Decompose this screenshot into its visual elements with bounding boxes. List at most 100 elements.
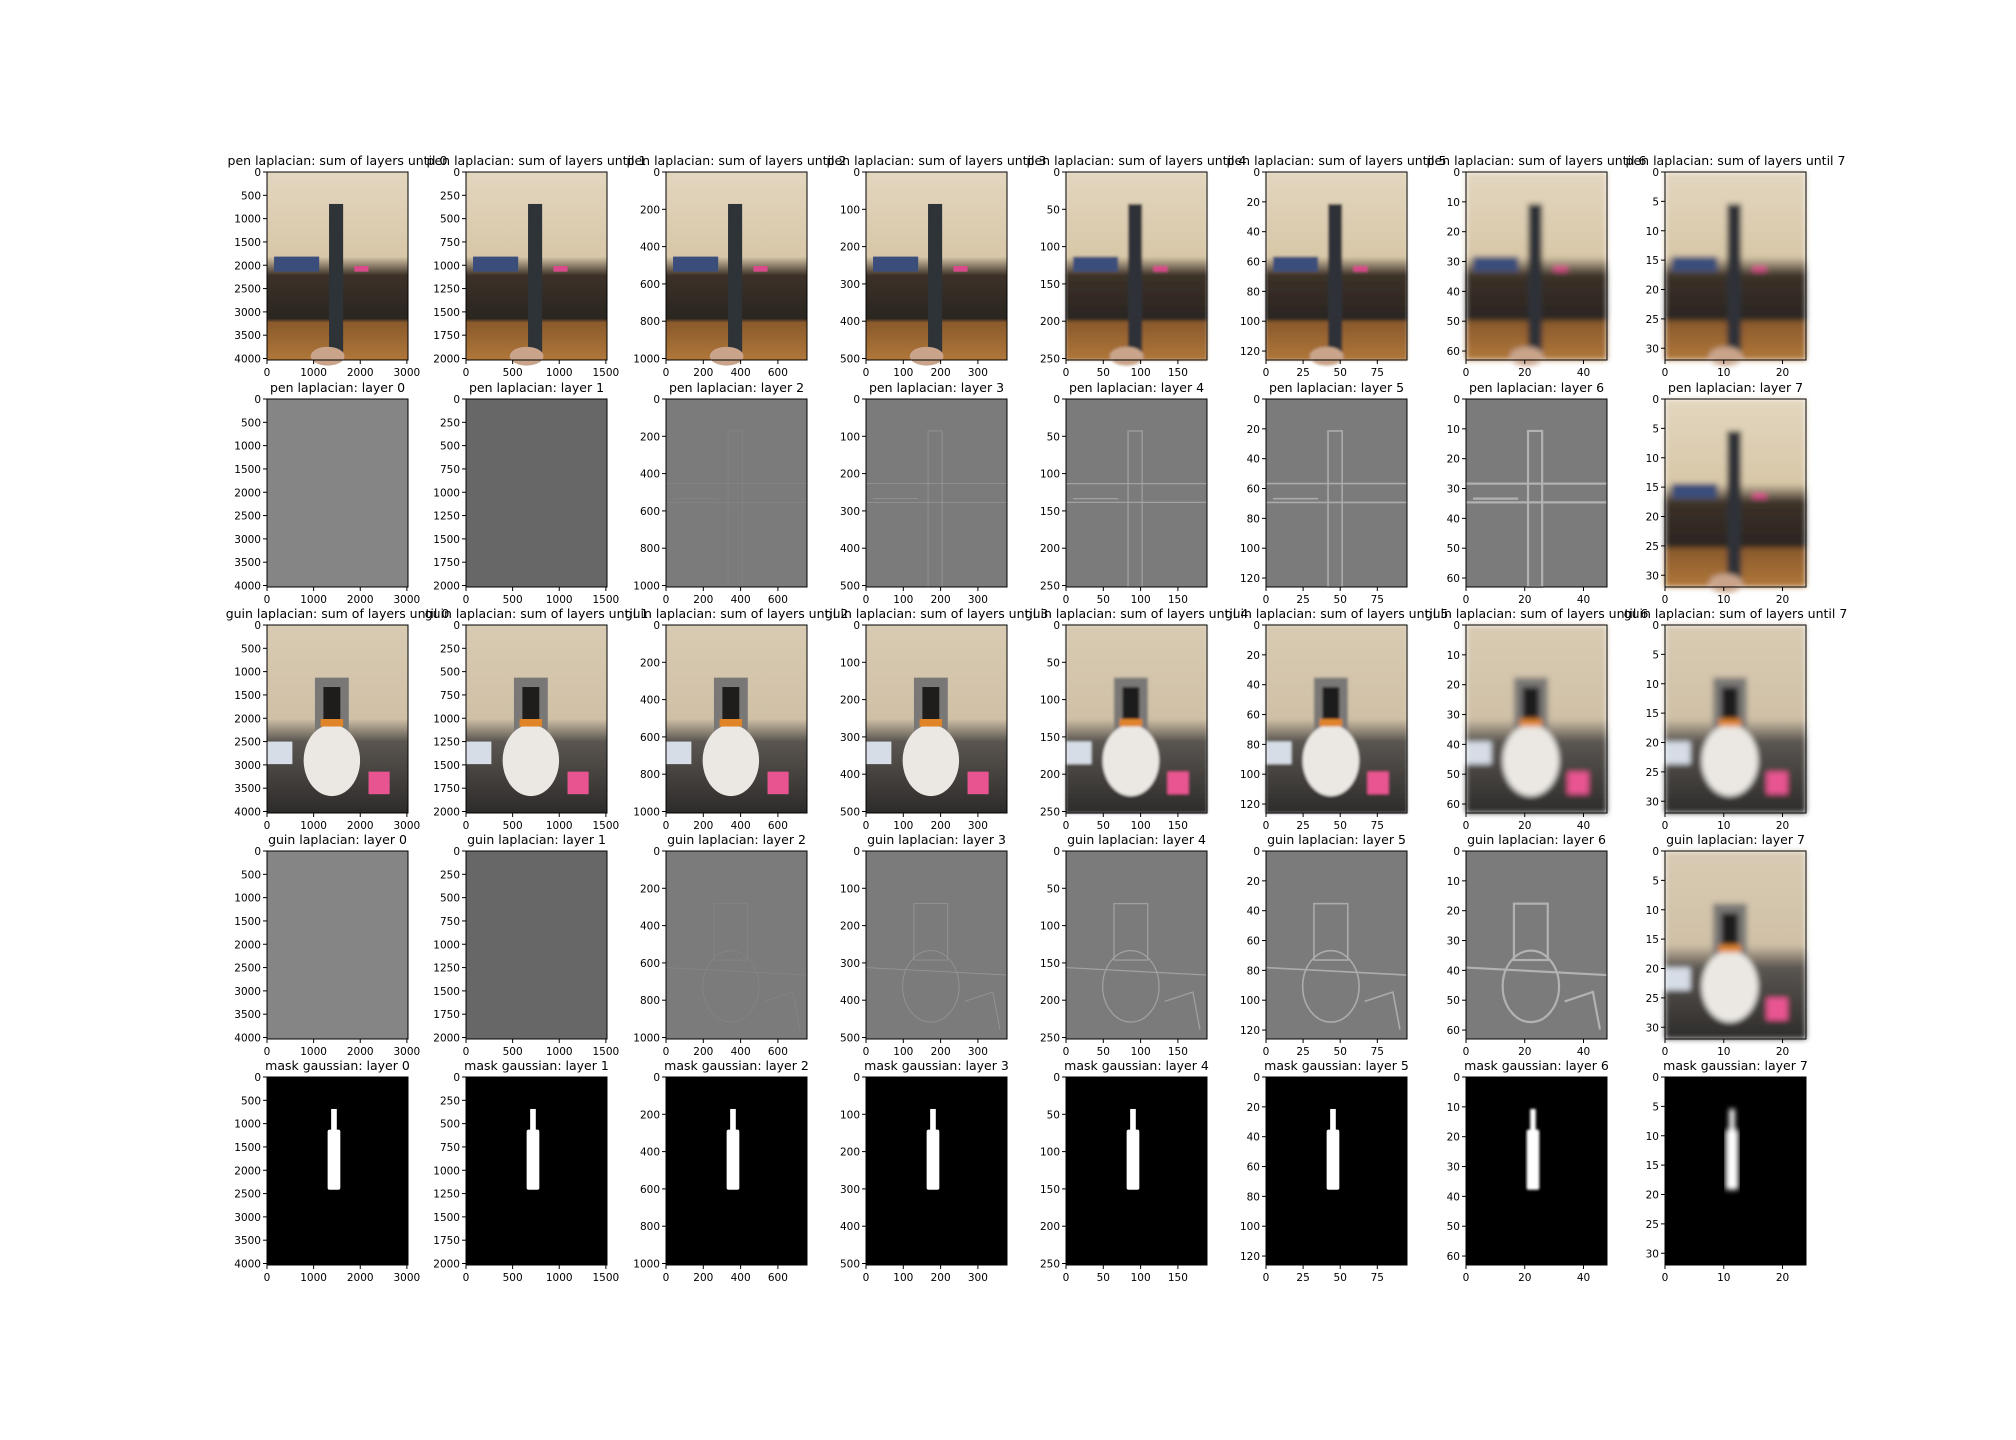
y-tick-label: 0	[1652, 620, 1659, 632]
y-tick-label: 500	[840, 1259, 860, 1271]
y-tick-label: 60	[1447, 346, 1460, 358]
y-tick-label: 15	[1646, 1160, 1659, 1172]
x-tick-label: 75	[1371, 594, 1384, 606]
subplot-image	[267, 625, 408, 813]
y-tick-label: 40	[1447, 513, 1460, 525]
subplot-mask-gaussian-6: mask gaussian: layer 6 0 20 40 0 10 20 30 40 50 60	[1447, 1058, 1609, 1284]
subplot-title: pen laplacian: sum of layers until 1	[427, 153, 647, 168]
x-tick-label: 3000	[394, 820, 421, 832]
y-tick-label: 600	[640, 732, 660, 744]
y-tick-label: 500	[440, 893, 460, 905]
subplot-title: pen laplacian: layer 5	[1269, 380, 1404, 395]
x-tick-label: 75	[1371, 1272, 1384, 1284]
axes-frame	[1065, 398, 1208, 588]
x-tick-label: 0	[1662, 367, 1669, 379]
subplot-pen-layer-6: pen laplacian: layer 6 0 20 40 0 10 20 30 40 50 60	[1447, 380, 1608, 606]
y-tick-label: 10	[1646, 226, 1659, 238]
x-tick-label: 20	[1776, 594, 1789, 606]
y-tick-label: 1000	[234, 667, 261, 679]
y-tick-label: 40	[1447, 286, 1460, 298]
x-tick-label: 0	[663, 1046, 670, 1058]
x-tick-label: 0	[863, 1272, 870, 1284]
subplot-image	[466, 625, 607, 813]
x-tick-label: 50	[1334, 820, 1347, 832]
y-tick-label: 400	[840, 1221, 860, 1233]
y-tick-label: 10	[1447, 197, 1460, 209]
y-tick-label: 0	[453, 167, 460, 179]
x-tick-label: 50	[1097, 820, 1110, 832]
x-tick-label: 3000	[394, 367, 421, 379]
x-tick-label: 0	[1263, 594, 1270, 606]
x-tick-label: 600	[768, 367, 788, 379]
y-tick-label: 150	[1040, 506, 1060, 518]
subplot-title: mask gaussian: layer 4	[1064, 1058, 1209, 1073]
y-tick-label: 1250	[433, 511, 460, 523]
subplot-mask-gaussian-2: mask gaussian: layer 2 0 200 400 600 0 200 400 6…	[633, 1058, 809, 1284]
x-tick-label: 2000	[347, 594, 374, 606]
subplot-pen-sum-1: pen laplacian: sum of layers until 10 500…	[427, 153, 647, 379]
y-tick-label: 300	[840, 958, 860, 970]
x-tick-label: 500	[503, 820, 523, 832]
x-tick-label: 200	[693, 594, 713, 606]
y-tick-label: 60	[1447, 1025, 1460, 1037]
axes-frame	[266, 171, 409, 361]
subplot-pen-sum-5: pen laplacian: sum of layers until 50 25 5…	[1227, 153, 1447, 379]
x-tick-label: 0	[863, 367, 870, 379]
x-tick-label: 1000	[546, 820, 573, 832]
y-tick-label: 15	[1646, 708, 1659, 720]
y-tick-label: 400	[640, 1147, 660, 1159]
subplot-pen-sum-7: pen laplacian: sum of layers until 70 10 2…	[1626, 153, 1846, 379]
y-tick-label: 100	[1040, 921, 1060, 933]
x-tick-label: 300	[968, 820, 988, 832]
y-tick-label: 20	[1247, 197, 1260, 209]
x-tick-label: 0	[1662, 594, 1669, 606]
y-tick-label: 40	[1247, 227, 1260, 239]
x-tick-label: 0	[863, 820, 870, 832]
y-tick-label: 120	[1240, 1251, 1260, 1263]
subplot-title: pen laplacian: sum of layers until 5	[1227, 153, 1447, 168]
subplot-image	[1066, 1077, 1207, 1265]
y-tick-label: 750	[440, 690, 460, 702]
x-tick-label: 20	[1518, 1272, 1531, 1284]
y-tick-label: 400	[640, 469, 660, 481]
subplot-title: guin laplacian: sum of layers until 1	[425, 606, 649, 621]
x-tick-label: 0	[463, 820, 470, 832]
axes-frame	[465, 850, 608, 1040]
y-tick-label: 3000	[234, 986, 261, 998]
y-tick-label: 0	[1453, 394, 1460, 406]
subplot-title: guin laplacian: layer 6	[1467, 832, 1606, 847]
y-tick-label: 200	[840, 695, 860, 707]
y-tick-label: 20	[1447, 680, 1460, 692]
y-tick-label: 10	[1646, 1131, 1659, 1143]
y-tick-label: 800	[640, 995, 660, 1007]
x-tick-label: 10	[1717, 367, 1730, 379]
y-tick-label: 50	[1447, 769, 1460, 781]
subplot-guin-sum-5: guin laplacian: sum of layers until 50 25…	[1225, 606, 1449, 832]
y-tick-label: 600	[640, 279, 660, 291]
subplot-guin-sum-4: guin laplacian: sum of layers until 40 50…	[1025, 606, 1249, 832]
y-tick-label: 0	[1652, 1072, 1659, 1084]
subplot-image	[865, 851, 1008, 1039]
y-tick-label: 10	[1646, 679, 1659, 691]
y-tick-label: 250	[1040, 1259, 1060, 1271]
y-tick-label: 100	[1240, 769, 1260, 781]
y-tick-label: 40	[1447, 965, 1460, 977]
axes-frame	[865, 171, 1008, 361]
axes-frame	[266, 850, 409, 1040]
y-tick-label: 250	[440, 417, 460, 429]
y-tick-label: 0	[1053, 167, 1060, 179]
y-tick-label: 80	[1247, 739, 1260, 751]
y-tick-label: 1500	[234, 1142, 261, 1154]
y-tick-label: 2000	[433, 1033, 460, 1045]
subplot-guin-layer-1: guin laplacian: layer 1 0 500 1000 1500 0 250 5…	[433, 832, 619, 1058]
x-tick-label: 500	[503, 1272, 523, 1284]
y-tick-label: 500	[440, 441, 460, 453]
x-tick-label: 200	[931, 594, 951, 606]
subplot-title: guin laplacian: sum of layers until 5	[1225, 606, 1449, 621]
x-tick-label: 600	[768, 1272, 788, 1284]
y-tick-label: 120	[1240, 799, 1260, 811]
x-tick-label: 200	[693, 820, 713, 832]
y-tick-label: 20	[1646, 285, 1659, 297]
x-tick-label: 0	[863, 1046, 870, 1058]
y-tick-label: 250	[440, 643, 460, 655]
